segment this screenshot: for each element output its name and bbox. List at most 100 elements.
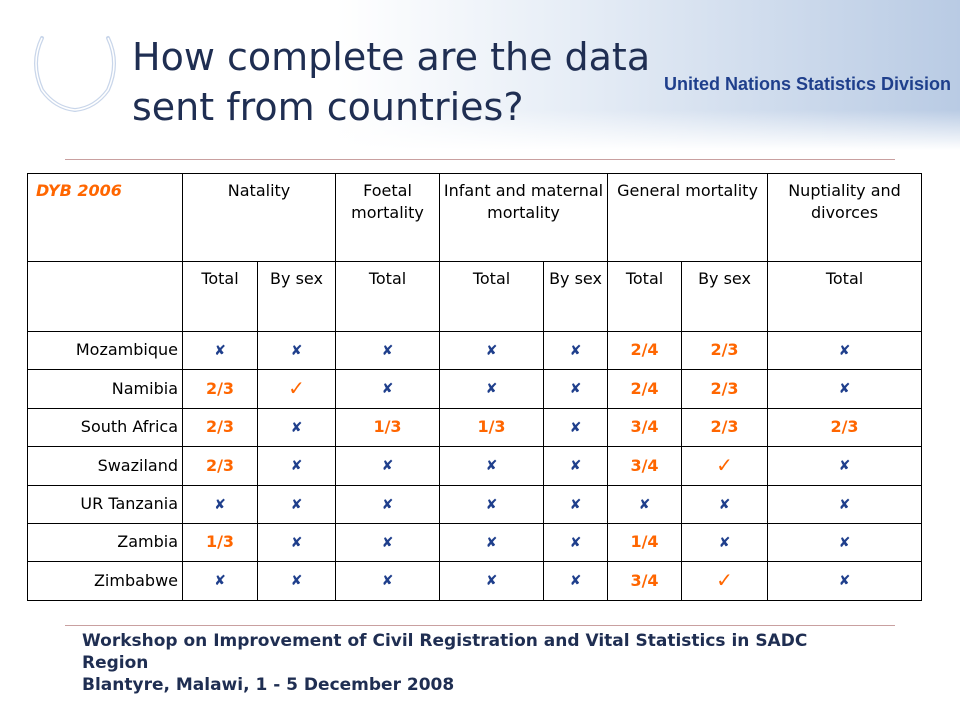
table-cell: 2/3 — [681, 331, 769, 370]
completeness-value: 2/3 — [205, 455, 235, 475]
table-cell: ✘ — [439, 485, 545, 524]
table-row: UR Tanzania ✘ ✘ ✘ ✘ ✘ ✘ ✘ ✘ — [27, 485, 923, 524]
table-cell: ✘ — [607, 485, 683, 524]
column-subheader: Total — [182, 261, 258, 332]
table-row: Mozambique ✘ ✘ ✘ ✘ ✘ 2/4 2/3 ✘ — [27, 331, 923, 370]
table-cell: 1/3 — [439, 408, 545, 447]
bottom-divider — [65, 625, 895, 626]
table-cell: 2/3 — [681, 408, 769, 447]
cross-icon: ✘ — [838, 534, 851, 551]
column-group-header: Infant and maternal mortality — [439, 173, 609, 262]
cross-icon: ✘ — [290, 534, 303, 551]
completeness-value: 2/4 — [630, 340, 659, 360]
cross-icon: ✘ — [569, 496, 582, 513]
cross-icon: ✘ — [214, 573, 226, 590]
completeness-value: 1/3 — [205, 532, 235, 552]
table-cell: 2/3 — [681, 368, 769, 410]
completeness-value: 2/4 — [630, 378, 659, 398]
table-cell: ✘ — [439, 522, 545, 562]
subheader-empty-cell — [27, 261, 183, 332]
table-cell: ✘ — [767, 522, 923, 562]
table-cell: ✘ — [543, 485, 609, 524]
country-cell: Zambia — [27, 522, 183, 562]
column-subheader: By sex — [543, 261, 609, 332]
footer-line-3: Blantyre, Malawi, 1 - 5 December 2008 — [82, 675, 455, 695]
table-cell: 3/4 — [607, 560, 683, 602]
column-group-header: General mortality — [607, 173, 769, 262]
completeness-value: 2/3 — [710, 340, 739, 360]
cross-icon: ✘ — [214, 342, 226, 359]
table-cell: ✘ — [543, 408, 609, 447]
title-line-2: sent from countries? — [132, 85, 524, 129]
table-cell: ✘ — [182, 331, 258, 370]
table-cell: ✘ — [439, 445, 545, 487]
table-cell: ✘ — [439, 368, 545, 410]
table-cell: ✘ — [335, 331, 441, 370]
table-cell: ✘ — [439, 331, 545, 370]
table-cell: ✘ — [256, 408, 337, 447]
country-cell: Namibia — [27, 368, 183, 410]
column-subheader: Total — [439, 261, 545, 332]
column-group-header: Foetal mortality — [335, 173, 441, 262]
table-cell: ✘ — [256, 560, 337, 602]
table-cell: 1/3 — [335, 408, 441, 447]
completeness-value: 3/4 — [630, 455, 659, 475]
country-cell: South Africa — [27, 408, 183, 447]
table-cell: 2/3 — [182, 368, 258, 410]
cross-icon: ✘ — [381, 342, 394, 359]
table-cell: ✘ — [767, 445, 923, 487]
country-cell: Zimbabwe — [27, 560, 183, 602]
column-subheader: Total — [335, 261, 441, 332]
column-group-header: Nuptiality and divorces — [767, 173, 923, 262]
table-cell: ✘ — [543, 368, 609, 410]
cross-icon: ✘ — [381, 534, 394, 551]
checkmark-icon: ✓ — [288, 375, 305, 400]
table-cell: ✘ — [182, 485, 258, 524]
country-cell: Mozambique — [27, 331, 183, 370]
table-cell: ✘ — [182, 560, 258, 602]
cross-icon: ✘ — [569, 573, 582, 590]
checkmark-icon: ✓ — [716, 452, 733, 477]
cross-icon: ✘ — [718, 534, 731, 551]
table-cell: 2/4 — [607, 368, 683, 410]
column-subheader: Total — [607, 261, 683, 332]
completeness-value: 2/3 — [830, 417, 859, 437]
organization-name: United Nations Statistics Division — [664, 74, 952, 94]
table-cell: 1/3 — [182, 522, 258, 562]
cross-icon: ✘ — [838, 381, 851, 398]
table-cell: 1/4 — [607, 522, 683, 562]
un-emblem-icon — [34, 24, 116, 112]
cross-icon: ✘ — [381, 458, 394, 475]
cross-icon: ✘ — [290, 496, 303, 513]
data-completeness-table: DYB 2006 Natality Foetal mortality Infant a… — [27, 173, 923, 602]
table-cell: ✘ — [335, 522, 441, 562]
table-cell: ✓ — [256, 368, 337, 410]
table-cell: 2/3 — [767, 408, 923, 447]
table-cell: ✘ — [256, 522, 337, 562]
slide-title: How complete are the data sent from coun… — [132, 32, 712, 132]
cross-icon: ✘ — [569, 419, 582, 436]
table-row: Swaziland 2/3 ✘ ✘ ✘ ✘ 3/4 ✓ ✘ — [27, 445, 923, 487]
table-cell: 2/3 — [182, 445, 258, 487]
table-cell: ✘ — [335, 445, 441, 487]
column-subheader: Total — [767, 261, 923, 332]
cross-icon: ✘ — [485, 573, 498, 590]
top-divider — [65, 159, 895, 160]
completeness-value: 1/3 — [373, 417, 402, 437]
cross-icon: ✘ — [838, 496, 851, 513]
cross-icon: ✘ — [485, 496, 498, 513]
column-subheader: By sex — [681, 261, 769, 332]
table-row: Zimbabwe ✘ ✘ ✘ ✘ ✘ 3/4 ✓ ✘ — [27, 560, 923, 602]
completeness-value: 2/3 — [205, 417, 235, 437]
country-cell: UR Tanzania — [27, 485, 183, 524]
cross-icon: ✘ — [290, 573, 303, 590]
table-cell: ✘ — [256, 445, 337, 487]
table-row: Zambia 1/3 ✘ ✘ ✘ ✘ 1/4 ✘ ✘ — [27, 522, 923, 562]
completeness-value: 2/3 — [205, 378, 235, 398]
table-cell: 3/4 — [607, 445, 683, 487]
completeness-value: 2/3 — [710, 417, 739, 437]
table-cell: ✘ — [767, 485, 923, 524]
cross-icon: ✘ — [569, 534, 582, 551]
cross-icon: ✘ — [485, 458, 498, 475]
cross-icon: ✘ — [838, 342, 851, 359]
